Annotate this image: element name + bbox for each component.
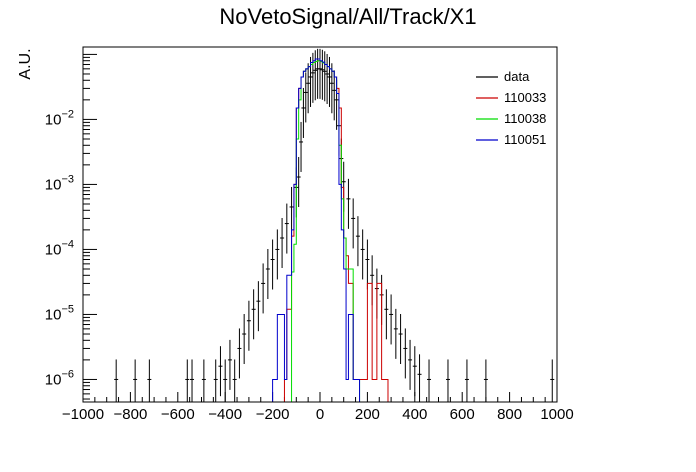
data-point <box>275 229 280 280</box>
data-point <box>320 49 325 100</box>
y-tick-label: 10−2 <box>45 108 74 128</box>
legend: data 110033 110038 110051 <box>476 69 546 147</box>
data-point <box>232 359 237 402</box>
data-point <box>445 359 450 402</box>
data-point <box>133 359 138 402</box>
data-point <box>237 328 242 379</box>
y-axis-label: A.U. <box>17 48 34 79</box>
data-point <box>303 72 308 123</box>
data-point <box>318 48 322 99</box>
legend-label: 110033 <box>504 90 546 105</box>
data-point <box>185 359 190 402</box>
x-tick-label: 1000 <box>540 406 573 423</box>
data-point <box>114 359 119 402</box>
data-point <box>242 314 247 365</box>
data-point <box>355 216 360 267</box>
data-point <box>408 339 413 390</box>
data-point <box>289 186 294 237</box>
data-point <box>284 203 289 254</box>
data-point <box>365 239 370 290</box>
data-point <box>213 359 218 402</box>
legend-label: 110038 <box>504 111 546 126</box>
data-point <box>332 70 337 121</box>
y-tick-label: 10−6 <box>45 368 74 388</box>
data-point <box>261 263 266 314</box>
series-110051-line <box>272 58 361 402</box>
data-point <box>360 229 365 280</box>
data-point <box>265 249 270 300</box>
data-point <box>190 359 195 402</box>
data-point <box>417 354 422 402</box>
data-point <box>246 300 251 351</box>
data-point <box>325 53 330 104</box>
data-point <box>256 281 261 332</box>
data-point <box>346 178 351 229</box>
data-point <box>147 359 152 402</box>
data-point <box>412 346 417 397</box>
data-point <box>322 51 327 102</box>
legend-label: data <box>504 69 530 84</box>
data-point <box>227 339 232 390</box>
data-point <box>550 359 555 402</box>
data-point <box>218 346 223 397</box>
data-point <box>398 314 403 365</box>
data-point <box>464 359 469 402</box>
data-point <box>384 289 389 340</box>
x-tick-label: −1000 <box>62 406 104 423</box>
legend-label: 110051 <box>504 132 546 147</box>
y-tick-label: 10−4 <box>45 238 74 258</box>
data-point <box>201 359 206 402</box>
chart-title: NoVetoSignal/All/Track/X1 <box>219 4 476 29</box>
x-tick-label: 400 <box>402 406 427 423</box>
x-tick-label: 800 <box>497 406 522 423</box>
x-tick-label: −400 <box>208 406 242 423</box>
data-point <box>251 289 256 340</box>
data-point <box>427 359 432 402</box>
y-tick-label: 10−3 <box>45 173 74 193</box>
data-point <box>223 359 228 402</box>
x-tick-label: 0 <box>316 406 324 423</box>
data-point <box>299 121 304 172</box>
x-tick-label: −800 <box>114 406 148 423</box>
data-point <box>301 87 306 138</box>
x-tick-label: 600 <box>450 406 475 423</box>
data-point <box>389 294 394 345</box>
y-tick-label: 10−5 <box>45 303 74 323</box>
data-point <box>393 308 398 359</box>
x-tick-label: 200 <box>355 406 380 423</box>
x-tick-label: −200 <box>256 406 290 423</box>
data-point <box>403 328 408 379</box>
data-point <box>483 359 488 402</box>
data-point <box>306 63 311 114</box>
data-point <box>351 198 356 249</box>
plot-frame <box>82 46 558 403</box>
plot-series <box>114 48 555 402</box>
data-point <box>280 217 285 268</box>
data-point <box>270 239 275 290</box>
x-tick-label: −600 <box>161 406 195 423</box>
data-point <box>327 56 332 107</box>
data-point <box>296 157 301 208</box>
